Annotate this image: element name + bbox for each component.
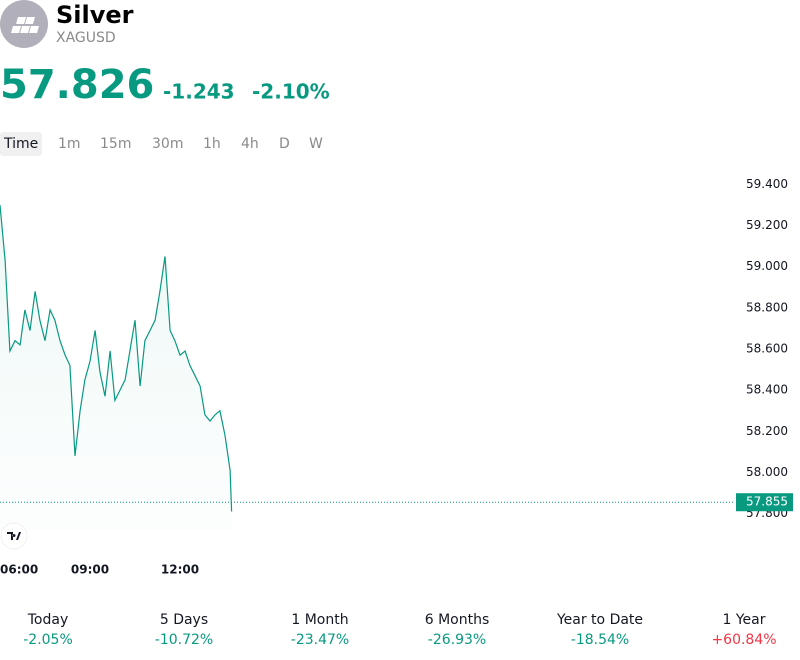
y-tick-label: 59.000 — [746, 259, 788, 273]
timeframe-tab[interactable]: 1h — [203, 136, 221, 152]
title: Silver — [56, 1, 134, 29]
period-label[interactable]: 6 Months — [425, 612, 490, 628]
y-tick-label: 58.400 — [746, 383, 788, 397]
period-label[interactable]: 1 Month — [291, 612, 348, 628]
timeframe-tab[interactable]: 1m — [58, 136, 81, 152]
timeframe-tab[interactable]: 15m — [100, 136, 131, 152]
period-label[interactable]: 1 Year — [723, 612, 766, 628]
y-tick-label: 59.200 — [746, 218, 788, 232]
x-tick-label: 12:00 — [161, 563, 199, 577]
y-tick-label: 58.000 — [746, 465, 788, 479]
timeframe-tab[interactable]: W — [309, 136, 323, 152]
tv-logo — [0, 522, 28, 550]
x-tick-label: 09:00 — [71, 563, 109, 577]
timeframe-tab[interactable]: D — [279, 136, 290, 152]
last-price-label: 57.855 — [746, 495, 788, 509]
period-label[interactable]: 5 Days — [160, 612, 208, 628]
y-tick-label: 58.200 — [746, 424, 788, 438]
area-fill — [0, 205, 232, 530]
period-change[interactable]: -26.93% — [428, 632, 486, 648]
change: -1.243 — [163, 80, 235, 104]
period-label[interactable]: Today — [27, 612, 69, 628]
period-label[interactable]: Year to Date — [556, 612, 643, 628]
timeframe-tab[interactable]: Time — [3, 136, 38, 152]
y-tick-label: 58.600 — [746, 341, 788, 355]
price: 57.826 — [0, 62, 154, 108]
active-tab-bg — [0, 132, 42, 156]
period-change[interactable]: -10.72% — [155, 632, 213, 648]
period-change[interactable]: -2.05% — [23, 632, 73, 648]
timeframe-tab[interactable]: 30m — [152, 136, 183, 152]
period-change[interactable]: -18.54% — [571, 632, 629, 648]
x-tick-label: 06:00 — [0, 563, 38, 577]
price-line — [0, 204, 233, 512]
change-percent: -2.10% — [252, 80, 330, 104]
period-change[interactable]: -23.47% — [291, 632, 349, 648]
timeframe-tab[interactable]: 4h — [241, 136, 259, 152]
silver-icon — [0, 0, 48, 48]
last-price-tag — [736, 493, 793, 512]
period-change[interactable]: +60.84% — [711, 632, 776, 648]
symbol: XAGUSD — [56, 30, 116, 46]
y-tick-label: 59.400 — [746, 177, 788, 191]
y-tick-label: 58.800 — [746, 300, 788, 314]
